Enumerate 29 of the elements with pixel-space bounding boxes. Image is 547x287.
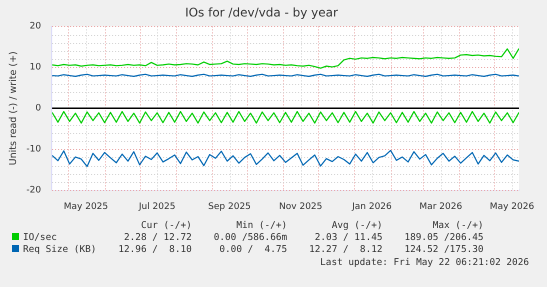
x-tick-label: Sep 2025 — [208, 202, 251, 212]
text: 0.00 / 4.75 — [218, 244, 288, 256]
text: 189.05 /206.45 — [404, 232, 484, 244]
x-tick-label: Nov 2025 — [279, 202, 322, 212]
x-tick-label: May 2025 — [64, 202, 108, 212]
text: Avg (-/+) — [330, 220, 382, 232]
y-tick-label: -20 — [26, 186, 42, 196]
y-tick-label: 10 — [30, 62, 42, 73]
y-axis-title: Units read (-) / write (+) — [8, 51, 20, 166]
x-tick-label: Jan 2026 — [351, 202, 392, 212]
y-tick-label: -10 — [26, 144, 42, 155]
y-tick-label: 20 — [30, 22, 42, 32]
legend-label: Req Size (KB) — [22, 244, 96, 256]
text: 2.28 / 12.72 — [123, 232, 192, 244]
text: 12.27 / 8.12 — [308, 244, 382, 256]
x-tick-label: Mar 2026 — [419, 202, 462, 212]
text: Min (-/+) — [235, 220, 288, 232]
text: 2.03 / 11.45 — [314, 232, 382, 244]
text: 0.00 /586.66m — [212, 232, 288, 244]
x-tick-label: Jul 2025 — [138, 202, 176, 212]
text: 12.96 / 8.10 — [117, 244, 192, 256]
x-tick-label: May 2026 — [490, 202, 534, 212]
text: 124.52 /175.30 — [404, 244, 484, 256]
text: Last update: Fri May 22 06:21:02 2026 — [320, 257, 529, 268]
legend-label: IO/sec — [22, 232, 58, 244]
text: Cur (-/+) — [140, 220, 192, 232]
text: Max (-/+) — [432, 220, 484, 232]
chart-title: IOs for /dev/vda - by year — [185, 5, 338, 20]
y-tick-label: 0 — [35, 104, 42, 114]
